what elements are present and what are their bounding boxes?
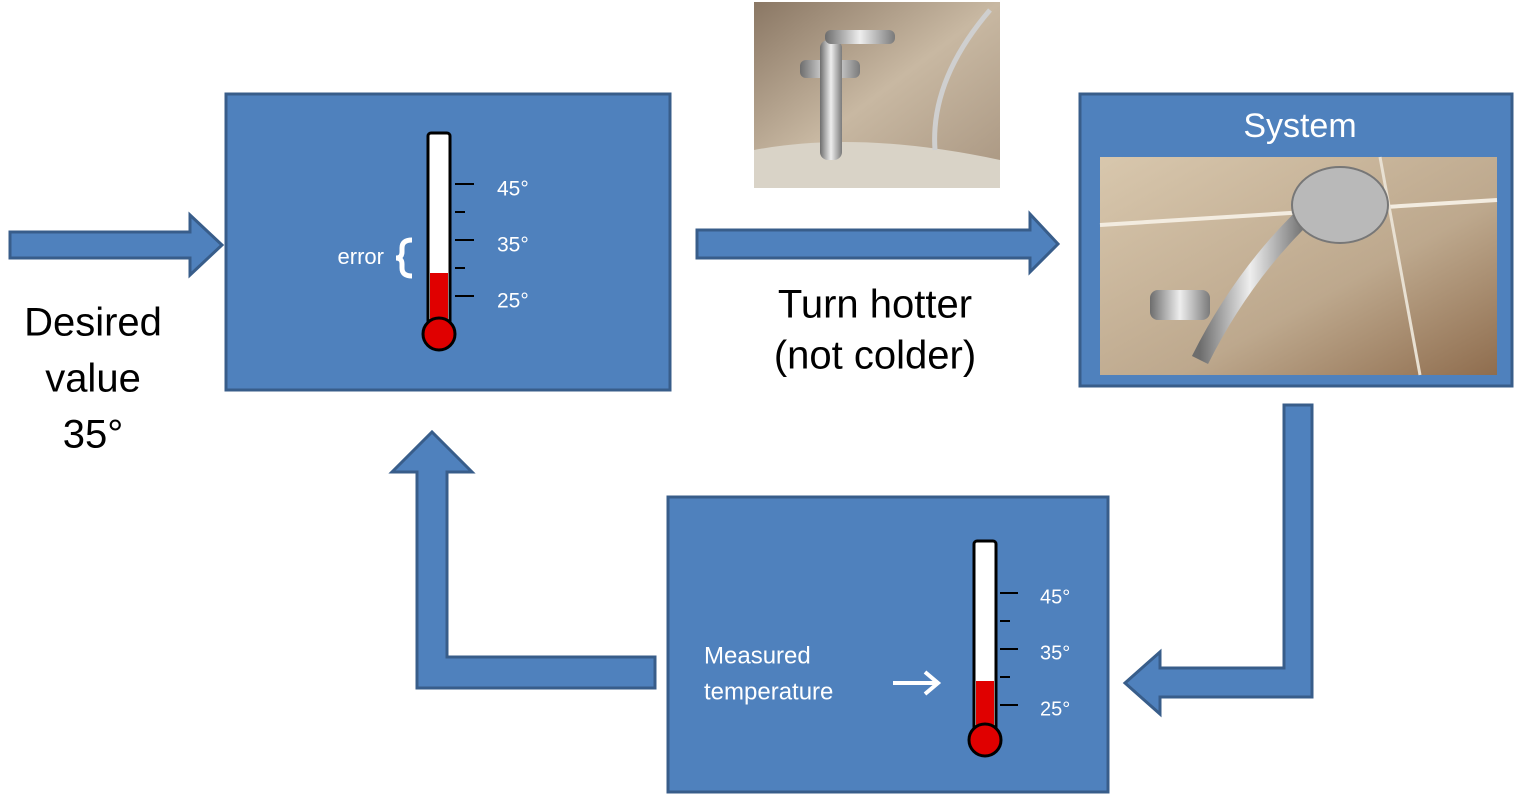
setpoint-text: value (45, 357, 141, 401)
scale-label: 35° (1040, 642, 1070, 664)
system-title: System (1243, 107, 1356, 145)
return-arrow (392, 432, 655, 688)
error-label: error (338, 244, 384, 269)
scale-label: 45° (1040, 586, 1070, 608)
scale-label: 35° (497, 234, 529, 257)
scale-label: 25° (497, 290, 529, 313)
setpoint-text: 35° (63, 413, 124, 457)
sensor-label: temperature (704, 678, 833, 705)
setpoint-text: Desired (24, 301, 162, 345)
diagram: Desired value 35° 45° 35° 25° error Turn… (0, 0, 1514, 794)
faucet-photo (754, 2, 1000, 188)
feedback-arrow (1125, 405, 1312, 714)
input-arrow (10, 215, 222, 275)
scale-label: 25° (1040, 698, 1070, 720)
sensor-label: Measured (704, 642, 811, 669)
shower-photo (1100, 157, 1497, 375)
action-arrow (697, 214, 1058, 272)
action-text: (not colder) (774, 334, 976, 378)
scale-label: 45° (497, 178, 529, 201)
action-text: Turn hotter (778, 283, 972, 327)
